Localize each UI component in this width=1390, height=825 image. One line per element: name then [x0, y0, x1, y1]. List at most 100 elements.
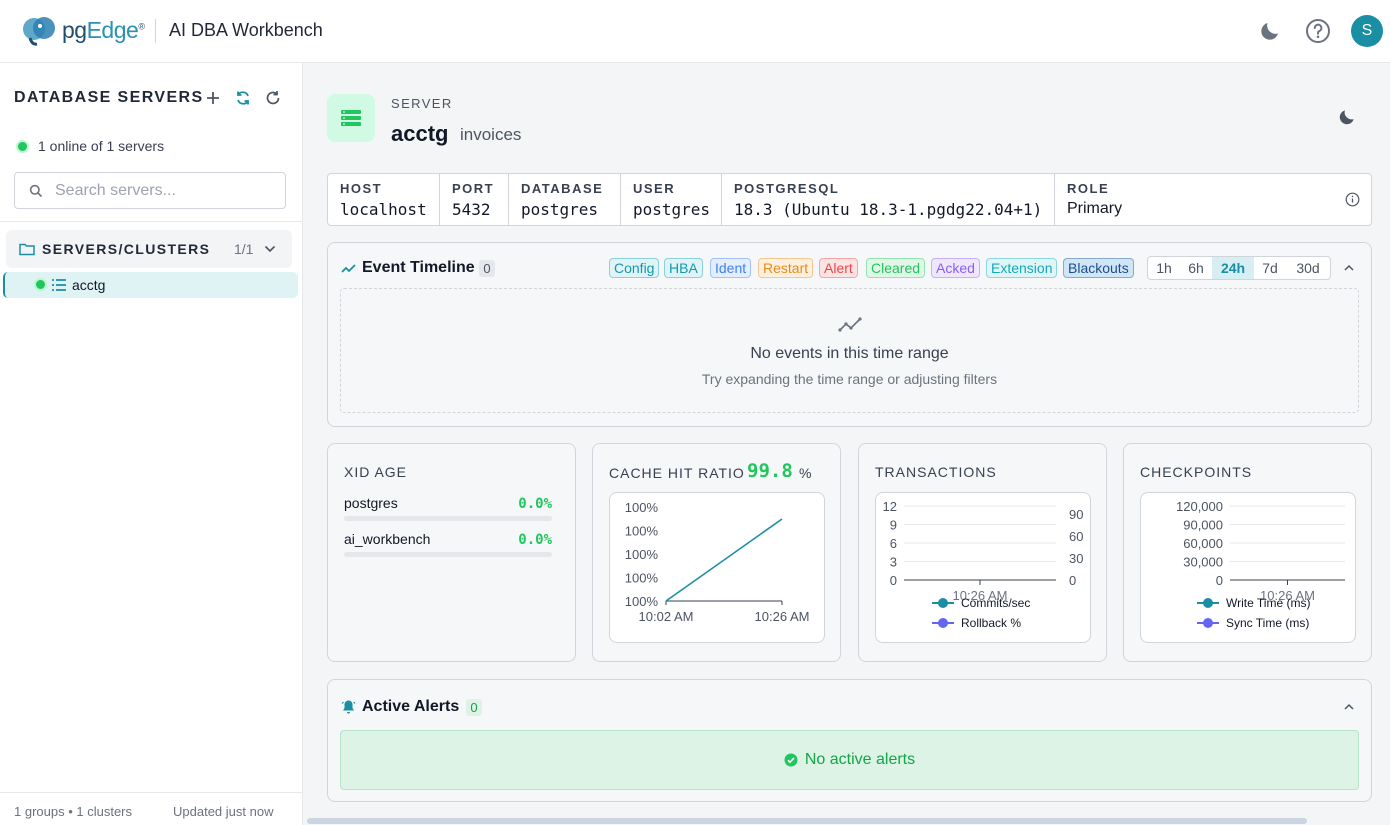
y-tick-label: 120,000 — [1176, 499, 1223, 514]
info-database: DATABASE postgres — [509, 174, 621, 225]
collapse-chevron-icon[interactable] — [1344, 703, 1354, 710]
help-button[interactable] — [1304, 17, 1332, 45]
moon-icon — [1339, 110, 1354, 125]
info-label: POSTGRESQL — [734, 181, 840, 196]
online-status-text: 1 online of 1 servers — [38, 138, 165, 154]
info-user: USER postgres — [621, 174, 722, 225]
sidebar-footer-updated: Updated just now — [173, 804, 274, 819]
y2-tick-label: 60 — [1069, 529, 1083, 544]
info-value: Primary — [1067, 200, 1123, 217]
y-tick-label: 90,000 — [1183, 518, 1223, 533]
top-bar: pgEdge® AI DBA Workbench S — [0, 0, 1390, 63]
filter-chip-acked[interactable]: Acked — [931, 258, 980, 278]
y2-tick-label: 90 — [1069, 507, 1083, 522]
legend-marker — [938, 618, 948, 628]
sidebar-footer-summary: 1 groups • 1 clusters — [14, 804, 132, 819]
auto-refresh-button[interactable] — [232, 87, 254, 109]
legend-marker — [1203, 598, 1213, 608]
xid-db-value: 0.0% — [518, 496, 552, 512]
moon-icon — [1261, 23, 1278, 40]
info-circle-icon[interactable] — [1345, 192, 1360, 207]
xid-db-value: 0.0% — [518, 532, 552, 548]
transactions-card: TRANSACTIONS 12 9 6 3 0 90 60 30 0 10:26 AM Commit… — [858, 443, 1107, 662]
timeline-empty-subtitle: Try expanding the time range or adjustin… — [701, 371, 998, 387]
pgedge-logo[interactable]: pgEdge® — [20, 14, 145, 46]
server-stack-icon — [341, 110, 361, 126]
search-box[interactable] — [14, 172, 286, 209]
filter-chip-cleared[interactable]: Cleared — [866, 258, 926, 278]
no-alerts-banner: No active alerts — [340, 730, 1359, 790]
info-label: DATABASE — [521, 181, 604, 196]
theme-toggle-button[interactable] — [1256, 17, 1284, 45]
transactions-title: TRANSACTIONS — [875, 464, 997, 480]
plus-icon — [207, 92, 219, 104]
info-label: HOST — [340, 181, 383, 196]
filter-chip-blackouts[interactable]: Blackouts — [1063, 258, 1134, 278]
legend-label: Rollback % — [961, 616, 1021, 630]
bell-icon — [341, 700, 356, 714]
scrollbar-thumb[interactable] — [307, 818, 1307, 824]
logo-pg-text: pg — [62, 16, 87, 43]
legend-marker — [938, 598, 948, 608]
range-button-6h[interactable]: 6h — [1188, 260, 1204, 276]
filter-chip-alert[interactable]: Alert — [819, 258, 858, 278]
checkpoints-title: CHECKPOINTS — [1140, 464, 1253, 480]
y-tick-label: 6 — [890, 536, 897, 551]
collapse-chevron-icon[interactable] — [1344, 264, 1354, 271]
filter-chip-config[interactable]: Config — [609, 258, 660, 278]
filter-chip-hba[interactable]: HBA — [664, 258, 703, 278]
range-button-24h[interactable]: 24h — [1212, 257, 1254, 279]
info-port: PORT 5432 — [440, 174, 509, 225]
timeline-count: 0 — [479, 260, 495, 277]
refresh-button[interactable] — [262, 87, 284, 109]
y2-tick-label: 30 — [1069, 551, 1083, 566]
search-input[interactable] — [55, 181, 275, 200]
info-value: 5432 — [452, 200, 491, 219]
filter-chip-extension[interactable]: Extension — [986, 258, 1058, 278]
no-alerts-text: No active alerts — [804, 751, 916, 768]
info-value: postgres — [521, 200, 599, 219]
checkpoints-card: CHECKPOINTS 120,000 90,000 60,000 30,000 0 10… — [1123, 443, 1372, 662]
info-role: ROLE Primary — [1055, 174, 1371, 225]
chevron-down-icon[interactable] — [264, 245, 276, 253]
chart-line-icon — [838, 317, 862, 332]
y-tick-label: 100% — [625, 594, 659, 609]
range-button-30d[interactable]: 30d — [1296, 260, 1320, 276]
alerts-count: 0 — [466, 699, 482, 716]
y2-tick-label: 0 — [1069, 573, 1076, 588]
series-line — [665, 518, 783, 602]
add-server-button[interactable] — [202, 87, 224, 109]
time-range-selector: 1h 6h 24h 7d 30d — [1147, 256, 1331, 280]
group-servers-clusters[interactable]: SERVERS/CLUSTERS 1/1 — [6, 230, 292, 268]
checkpoints-chart: 120,000 90,000 60,000 30,000 0 10:26 AM Write … — [1140, 492, 1356, 643]
timeline-empty-title: No events in this time range — [750, 345, 949, 362]
refresh-icon — [266, 91, 280, 105]
sidebar-divider — [0, 221, 302, 222]
server-item-acctg[interactable]: acctg — [3, 272, 298, 298]
server-badge — [327, 94, 375, 142]
cache-chart: 100% 100% 100% 100% 100% 10:02 AM 10:26 AM — [609, 492, 825, 643]
legend-label: Sync Time (ms) — [1226, 616, 1309, 630]
filter-chip-ident[interactable]: Ident — [710, 258, 752, 278]
y-tick-label: 100% — [625, 547, 659, 562]
sidebar-footer-divider — [0, 792, 302, 793]
header-divider — [155, 19, 156, 43]
range-button-1h[interactable]: 1h — [1156, 260, 1172, 276]
panel-theme-button[interactable] — [1337, 107, 1357, 132]
avatar-initial: S — [1361, 22, 1373, 39]
xid-progress-bar — [344, 552, 552, 557]
y-tick-label: 0 — [890, 573, 897, 588]
info-postgresql: POSTGRESQL 18.3 (Ubuntu 18.3-1.pgdg22.04… — [722, 174, 1055, 225]
cache-unit: % — [799, 465, 812, 481]
server-kicker: SERVER — [391, 96, 453, 111]
group-count: 1/1 — [234, 241, 254, 257]
range-button-7d[interactable]: 7d — [1262, 260, 1278, 276]
filter-chip-restart[interactable]: Restart — [758, 258, 814, 278]
horizontal-scrollbar[interactable] — [303, 817, 1390, 825]
user-avatar[interactable]: S — [1351, 15, 1383, 47]
folder-icon — [19, 243, 35, 256]
sidebar-title: DATABASE SERVERS — [14, 89, 204, 106]
y-tick-label: 0 — [1216, 573, 1223, 588]
cache-hit-ratio-card: CACHE HIT RATIO 99.8 % 100% 100% 100% 100% 1… — [592, 443, 841, 662]
